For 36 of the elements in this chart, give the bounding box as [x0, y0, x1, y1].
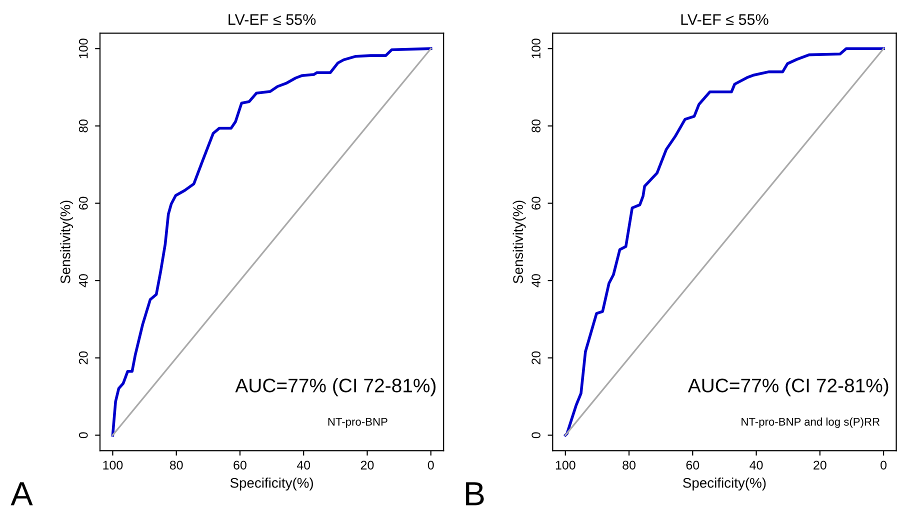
- x-tick-label: 20: [814, 460, 826, 470]
- x-tick-label: 100: [556, 460, 576, 470]
- x-tick-label: 80: [622, 460, 636, 470]
- y-tick-label: 60: [532, 196, 540, 210]
- y-tick-label: 100: [532, 38, 540, 58]
- x-tick-label: 80: [170, 460, 183, 470]
- y-tick-label: 0: [78, 432, 88, 438]
- y-tick-label: 20: [78, 351, 88, 364]
- x-axis-title: Specificity(%): [683, 478, 766, 491]
- annotation: NT-pro-BNP and log s(P)RR: [742, 418, 880, 428]
- x-tick-label: 0: [880, 460, 887, 470]
- y-tick-label: 80: [532, 119, 540, 132]
- y-tick-label: 20: [532, 351, 540, 364]
- text: B: [466, 482, 484, 506]
- y-tick-label: 80: [78, 119, 88, 132]
- y-axis-title: Sensitivity(%): [512, 200, 526, 284]
- x-tick-label: 60: [234, 460, 246, 470]
- annotation: AUC=77% (CI 72-81%): [688, 378, 888, 396]
- y-tick-label: 0: [532, 432, 540, 438]
- x-tick-label: 100: [103, 460, 123, 470]
- x-tick-label: 60: [686, 460, 700, 470]
- annotation: AUC=77% (CI 72-81%): [235, 378, 436, 396]
- chart-title: LV-EF ≤ 55%: [681, 14, 768, 25]
- x-tick-label: 40: [296, 460, 310, 470]
- x-tick-label: 40: [750, 460, 763, 470]
- x-tick-label: 0: [428, 460, 434, 470]
- y-tick-label: 100: [78, 38, 88, 58]
- y-tick-label: 60: [78, 196, 88, 210]
- annotation: NT-pro-BNP: [328, 418, 388, 428]
- y-tick-label: 40: [532, 274, 540, 288]
- y-tick-label: 40: [78, 274, 88, 288]
- chart-title: LV-EF ≤ 55%: [228, 14, 316, 25]
- x-tick-label: 20: [360, 460, 374, 470]
- x-axis-title: Specificity(%): [230, 478, 313, 491]
- text: A: [10, 482, 33, 506]
- y-axis-title: Sensitivity(%): [60, 200, 74, 284]
